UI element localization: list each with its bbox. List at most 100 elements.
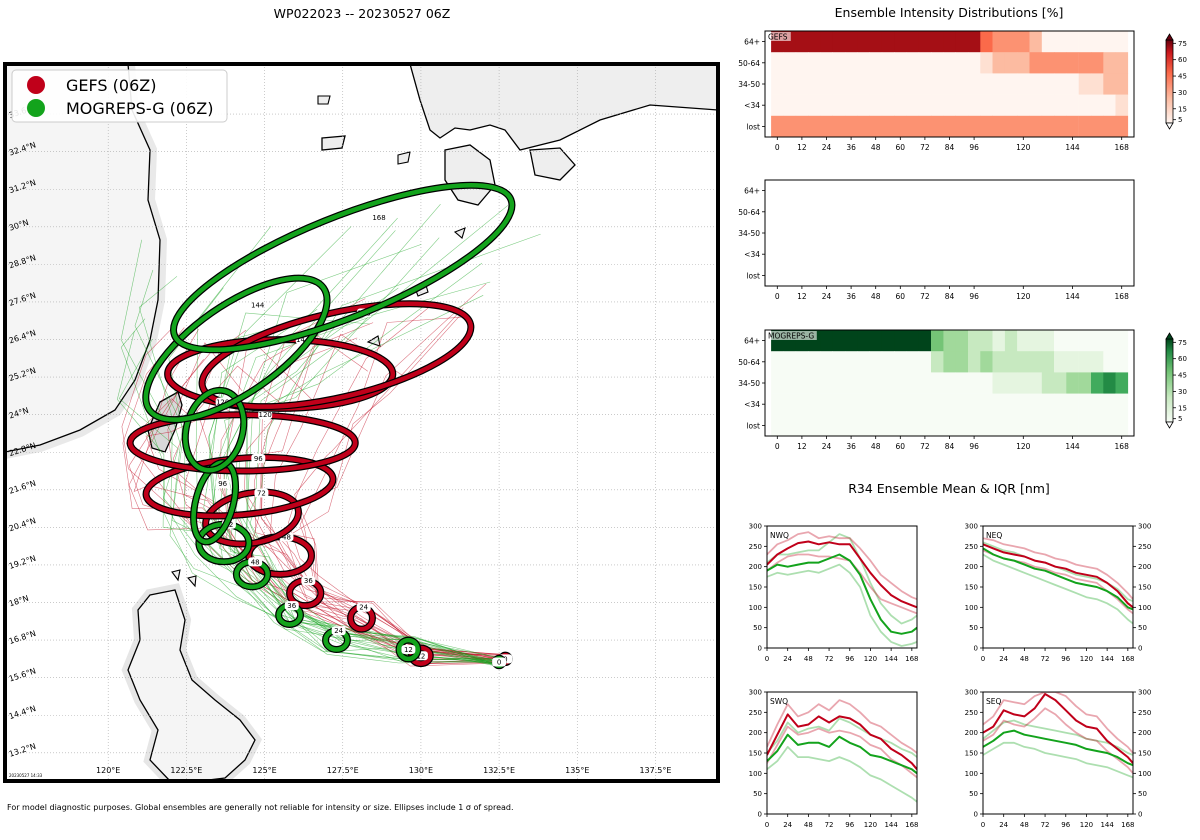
heatmap-cell — [1066, 414, 1079, 437]
r34-x-tick-label: 48 — [1020, 821, 1029, 829]
r34-y-tick-label-right: 0 — [1138, 811, 1142, 819]
heatmap-cell — [795, 372, 809, 394]
heatmap-cell — [808, 94, 821, 117]
heatmap-cell — [1041, 73, 1055, 95]
heatmap-cell — [955, 393, 969, 416]
map-title: WP022023 -- 20230527 06Z — [274, 6, 451, 21]
heatmap-cell — [1066, 393, 1079, 416]
heatmap-cell — [918, 52, 932, 74]
x-tick-label: 144 — [1065, 442, 1080, 451]
heatmap-cell — [783, 94, 797, 117]
heatmap-cell — [881, 94, 895, 117]
heatmap-cell — [955, 372, 969, 394]
hour-label-bg — [331, 626, 346, 636]
heatmap-cell — [906, 372, 920, 394]
heatmap-cell — [894, 414, 907, 437]
heatmap-cell — [857, 94, 870, 117]
hour-label: 96 — [254, 455, 263, 463]
heatmap-cell — [968, 52, 981, 74]
heatmap-cell — [1054, 94, 1067, 117]
heatmap-cell — [1091, 351, 1104, 373]
heatmap-cell — [943, 351, 956, 373]
heatmap-cell — [857, 393, 870, 416]
heatmap-cell — [1029, 31, 1043, 53]
heatmap-cell — [968, 372, 981, 394]
heatmap-cell — [918, 330, 932, 352]
r34-y-tick-label: 200 — [965, 729, 978, 737]
heatmap-cell — [894, 330, 907, 352]
r34-y-tick-label: 150 — [965, 584, 978, 592]
heatmap-cell — [857, 52, 870, 74]
heatmap-cell — [1115, 393, 1129, 416]
heatmap-cell — [918, 115, 932, 138]
heatmap-cell — [1078, 330, 1092, 352]
r34-y-tick-label-right: 150 — [1138, 584, 1151, 592]
hour-label: 36 — [304, 577, 313, 585]
x-tick-label: 24 — [822, 143, 832, 152]
heatmap-cell — [869, 372, 883, 394]
heatmap-cell — [980, 31, 993, 53]
heatmap-cell — [881, 115, 895, 138]
heatmap-cell — [820, 73, 833, 95]
r34-x-tick-label: 72 — [825, 655, 834, 663]
map-frame — [3, 62, 720, 783]
x-tick-label: 36 — [846, 292, 856, 301]
r34-plot-bg — [983, 526, 1133, 648]
heatmap-cell — [918, 414, 932, 437]
heatmap-cell — [955, 330, 969, 352]
heatmap-cell — [771, 52, 784, 74]
heatmap-cell — [820, 115, 833, 138]
heatmap-cell — [1029, 330, 1043, 352]
heatmap-cell — [857, 414, 870, 437]
x-tick-label: 60 — [896, 143, 906, 152]
heatmap-cell — [943, 372, 956, 394]
r34-y-tick-label: 100 — [965, 604, 978, 612]
heatmap-cell — [931, 52, 944, 74]
x-tick-label: 36 — [846, 143, 856, 152]
x-tick-label: 168 — [1115, 442, 1130, 451]
r34-x-tick-label: 72 — [825, 821, 834, 829]
heatmap-cell — [980, 372, 993, 394]
heatmap-cell — [1091, 52, 1104, 74]
map-gridlines — [5, 64, 718, 781]
heatmap-cell — [980, 73, 993, 95]
heatmap-cell — [1017, 330, 1030, 352]
heatmap-cell — [1029, 414, 1043, 437]
heatmap-cell — [1041, 393, 1055, 416]
heatmap-cell — [1029, 115, 1043, 138]
heatmap-cell — [931, 351, 944, 373]
heatmap-cell — [1054, 330, 1067, 352]
heatmap-cell — [894, 372, 907, 394]
heatmap-panel-gefs: GEFS 64+ 50-64 34-50 <34 lost 0 12 24 36 48 60 72 84 9… — [738, 30, 1135, 152]
colorbar-extend-bottom — [1165, 421, 1174, 429]
r34-y-tick-label-right: 100 — [1138, 770, 1151, 778]
legend-item-mogreps: MOGREPS-G (06Z) — [27, 99, 213, 118]
mogreps-iqr-high — [767, 717, 917, 758]
r34-y-tick-label: 300 — [965, 689, 978, 697]
r34-y-tick-label: 0 — [974, 645, 978, 653]
heatmap-cell — [1004, 31, 1018, 53]
heatmap-cell — [1041, 52, 1055, 74]
y-tick-label: 64+ — [744, 337, 760, 346]
r34-y-tick-label: 250 — [965, 543, 978, 551]
y-tick-label: lost — [746, 271, 760, 280]
heatmap-cell — [795, 115, 809, 138]
r34-x-tick-label: 0 — [765, 655, 769, 663]
r34-x-tick-label: 96 — [845, 821, 854, 829]
ellipse-ring — [143, 455, 336, 519]
heatmap-cell — [1029, 73, 1043, 95]
heatmap-cell — [1054, 372, 1067, 394]
heatmap-cell — [869, 115, 883, 138]
member-track — [116, 331, 496, 664]
r34-x-tick-label: 168 — [1121, 821, 1134, 829]
heatmap-cell — [857, 351, 870, 373]
heatmap-cell — [1091, 372, 1104, 394]
heatmap-cell — [980, 330, 993, 352]
heatmap-cell — [1103, 351, 1116, 373]
heatmap-cell — [1103, 94, 1116, 117]
heatmap-cell — [1078, 414, 1092, 437]
heatmap-cell — [968, 115, 981, 138]
mogreps-iqr-low — [767, 563, 917, 647]
heatmap-cell — [955, 351, 969, 373]
